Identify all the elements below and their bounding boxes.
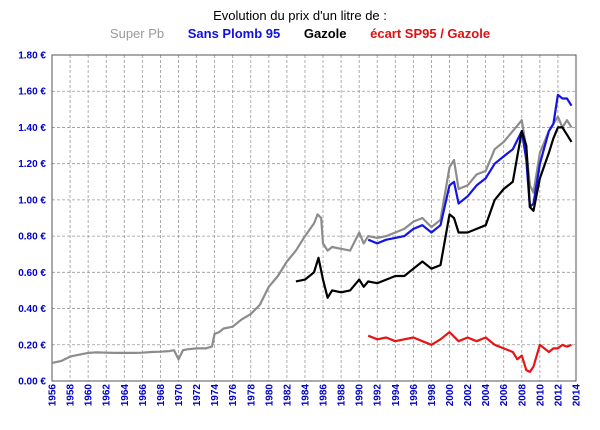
y-tick-label: 0.40 € xyxy=(18,304,46,315)
y-tick-label: 0.20 € xyxy=(18,340,46,351)
x-tick-label: 1966 xyxy=(138,384,149,407)
y-tick-label: 1.80 € xyxy=(18,51,46,62)
x-tick-label: 1982 xyxy=(282,384,293,407)
legend-ecart: écart SP95 / Gazole xyxy=(370,26,491,41)
x-tick-label: 1958 xyxy=(66,384,77,407)
x-tick-label: 1986 xyxy=(319,384,330,407)
x-tick-label: 1964 xyxy=(120,384,131,407)
x-tick-labels: 1956 1958 1960 1962 1964 1966 1968 1970 1972 1974… xyxy=(48,384,583,407)
x-tick-label: 1956 xyxy=(48,384,59,407)
x-tick-label: 1994 xyxy=(391,384,402,407)
series-line-gazole xyxy=(295,126,573,299)
x-tick-label: 2000 xyxy=(445,384,456,407)
y-tick-label: 0.60 € xyxy=(18,268,46,279)
series-line-super-pb xyxy=(51,115,573,364)
x-tick-label: 1976 xyxy=(228,384,239,407)
legend-super-pb: Super Pb xyxy=(109,26,165,41)
legend-sans-plomb-95: Sans Plomb 95 xyxy=(187,26,281,41)
y-tick-labels: 0.00 € 0.20 € 0.40 € 0.60 € 0.80 € 1.00 € 1.20… xyxy=(18,51,46,388)
x-tick-label: 2012 xyxy=(553,384,564,407)
x-tick-label: 1974 xyxy=(210,384,221,407)
x-tick-label: 1988 xyxy=(337,384,348,407)
y-tick-label: 1.40 € xyxy=(18,123,46,134)
series-line-sans-plomb-95 xyxy=(367,93,573,245)
x-tick-label: 1970 xyxy=(174,384,185,407)
chart-legend: Super Pb Sans Plomb 95 Gazole écart SP95… xyxy=(0,26,600,41)
y-tick-label: 1.20 € xyxy=(18,159,46,170)
axes xyxy=(51,54,577,382)
y-tick-label: 0.00 € xyxy=(18,377,46,388)
x-tick-label: 1998 xyxy=(427,384,438,407)
plot-frame xyxy=(51,54,577,382)
x-tick-label: 1996 xyxy=(409,384,420,407)
x-tick-label: 1978 xyxy=(246,384,257,407)
y-tick-label: 1.00 € xyxy=(18,195,46,206)
x-tick-label: 2008 xyxy=(517,384,528,407)
chart-title: Evolution du prix d'un litre de : xyxy=(213,8,387,23)
y-tick-label: 1.60 € xyxy=(18,87,46,98)
x-tick-label: 2006 xyxy=(499,384,510,407)
legend-gazole: Gazole xyxy=(303,26,347,41)
x-tick-label: 2002 xyxy=(463,384,474,407)
x-tick-label: 2010 xyxy=(535,384,546,407)
x-tick-label: 1962 xyxy=(102,384,113,407)
x-tick-label: 2014 xyxy=(572,384,583,407)
series-line-cart-sp95-gazole xyxy=(367,331,572,373)
grid-lines xyxy=(51,54,577,382)
x-tick-label: 1990 xyxy=(355,384,366,407)
x-tick-label: 1992 xyxy=(373,384,384,407)
x-tick-label: 1980 xyxy=(264,384,275,407)
x-tick-label: 1972 xyxy=(192,384,203,407)
x-tick-label: 1960 xyxy=(84,384,95,407)
series-lines xyxy=(51,93,573,373)
x-tick-label: 2004 xyxy=(481,384,492,407)
x-tick-label: 1984 xyxy=(300,384,311,407)
y-tick-label: 0.80 € xyxy=(18,232,46,243)
x-tick-label: 1968 xyxy=(156,384,167,407)
